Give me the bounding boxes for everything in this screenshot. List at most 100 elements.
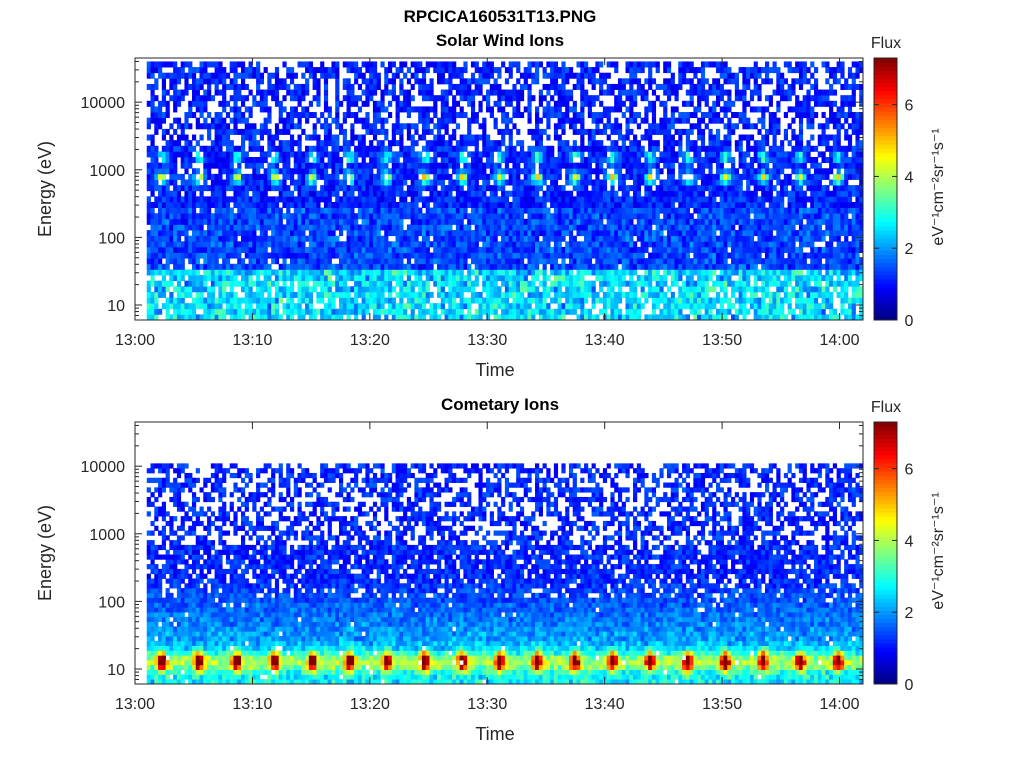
heatmap-cell [493,196,498,203]
heatmap-cell [523,303,528,310]
heatmap-cell [651,308,657,315]
heatmap-cell [474,218,479,225]
heatmap-cell [218,128,223,135]
heatmap-cell [233,224,238,231]
heatmap-cell [188,207,193,214]
heatmap-cell [531,218,536,225]
heatmap-cell [391,275,396,282]
heatmap-cell [176,241,182,248]
heatmap-cell [535,151,540,158]
heatmap-cell [391,263,396,270]
heatmap-cell [331,162,336,169]
heatmap-cell [493,297,498,304]
heatmap-cell [486,224,491,231]
heatmap-cell [437,280,442,287]
heatmap-cell [508,128,513,135]
heatmap-cell [406,246,412,253]
heatmap-cell [210,258,215,265]
heatmap-cell [210,308,215,315]
heatmap-cell [225,241,231,248]
heatmap-cell [572,246,577,253]
heatmap-cell [527,89,532,96]
heatmap-cell [365,303,370,310]
heatmap-cell [188,61,193,68]
heatmap-cell [165,100,170,107]
heatmap-cell [203,179,208,186]
heatmap-cell [380,89,385,96]
heatmap-cell [572,286,577,293]
heatmap-cell [553,213,559,220]
heatmap-cell [229,83,234,90]
heatmap-cell [282,151,287,158]
heatmap-cell [463,207,468,214]
heatmap-cell [320,275,325,282]
heatmap-cell [395,275,400,282]
heatmap-cell [418,314,423,321]
heatmap-cell [233,95,238,102]
heatmap-cell [380,185,385,192]
heatmap-cell [493,123,498,130]
heatmap-cell [173,297,178,304]
heatmap-cell [369,230,374,237]
heatmap-cell [550,78,555,85]
heatmap-cell [508,140,513,147]
heatmap-cell [146,263,151,270]
heatmap-cell [568,286,574,293]
heatmap-cell [512,168,517,175]
heatmap-cell [278,286,283,293]
heatmap-cell [508,291,513,298]
heatmap-cell [176,190,182,197]
heatmap-cell [410,218,415,225]
heatmap-cell [557,201,562,208]
heatmap-cell [312,275,317,282]
heatmap-cell [561,230,566,237]
heatmap-cell [256,78,261,85]
heatmap-cell [150,61,155,68]
heatmap-cell [459,269,464,276]
heatmap-cell [173,61,178,68]
heatmap-cell [380,286,385,293]
heatmap-cell [365,207,370,214]
heatmap-cell [527,168,532,175]
heatmap-cell [640,258,645,265]
heatmap-cell [237,117,242,124]
heatmap-cell [410,134,415,141]
heatmap-cell [361,241,366,248]
heatmap-cell [274,246,280,253]
heatmap-cell [542,83,547,90]
heatmap-cell [327,218,332,225]
heatmap-cell [478,258,483,265]
heatmap-cell [282,157,287,164]
heatmap-cell [323,263,329,270]
heatmap-cell [440,207,445,214]
heatmap-cell [403,123,408,130]
heatmap-cell [644,95,649,102]
heatmap-cell [395,308,400,315]
heatmap-cell [508,263,513,270]
heatmap-cell [519,201,525,208]
heatmap-cell [523,297,528,304]
heatmap-cell [437,190,442,197]
heatmap-cell [399,151,404,158]
heatmap-cell [376,151,381,158]
heatmap-cell [286,297,291,304]
heatmap-cell [414,173,419,180]
heatmap-cell [350,252,355,259]
heatmap-cell [644,179,649,186]
heatmap-cell [478,224,483,231]
heatmap-cell [602,145,608,152]
heatmap-cell [455,207,461,214]
heatmap-cell [591,112,596,119]
heatmap-cell [169,201,174,208]
heatmap-cell [621,230,626,237]
heatmap-cell [357,67,363,74]
heatmap-cell [587,173,592,180]
heatmap-cell [557,213,562,220]
heatmap-cell [599,145,604,152]
heatmap-cell [331,269,336,276]
heatmap-cell [150,140,155,147]
heatmap-cell [501,185,506,192]
heatmap-cell [512,95,517,102]
heatmap-cell [233,263,238,270]
heatmap-cell [184,224,189,231]
